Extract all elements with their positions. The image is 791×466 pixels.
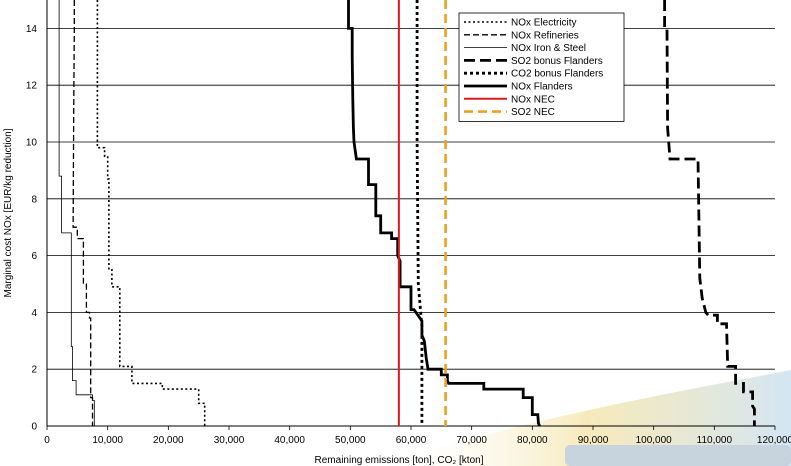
y-axis-title: Marginal cost NOx [EUR/kg reduction]: [3, 128, 14, 297]
series-nox-flanders: [347, 0, 541, 426]
decorative-photo-corner: [565, 445, 791, 466]
x-tick-label: 50,000: [335, 435, 366, 446]
x-tick-label: 30,000: [214, 435, 245, 446]
y-tick-label: 0: [31, 422, 37, 433]
legend-label-co2-bonus-flanders: CO2 bonus Flanders: [511, 69, 603, 80]
legend-label-so2-bonus-flanders: SO2 bonus Flanders: [511, 56, 603, 67]
axes: [46, 0, 776, 430]
legend-label-nox-iron-steel: NOx Iron & Steel: [511, 43, 586, 54]
y-tick-label: 4: [31, 308, 37, 319]
y-tick-label: 6: [31, 251, 37, 262]
x-tick-label: 0: [44, 435, 50, 446]
y-tick-label: 12: [26, 81, 38, 92]
y-tick-label: 10: [26, 138, 38, 149]
series-co2-bonus-flanders: [415, 0, 424, 426]
x-tick-label: 90,000: [578, 435, 609, 446]
legend-label-nox-flanders: NOx Flanders: [511, 82, 573, 93]
y-tick-label: 2: [31, 365, 37, 376]
x-tick-label: 10,000: [92, 435, 123, 446]
x-tick-label: 100,000: [636, 435, 673, 446]
legend-box: [458, 12, 625, 122]
x-tick-label: 80,000: [517, 435, 548, 446]
legend-label-nox-nec: NOx NEC: [511, 94, 555, 105]
x-tick-label: 20,000: [153, 435, 184, 446]
x-axis-title: Remaining emissions [ton], CO₂ [kton]: [315, 455, 484, 466]
y-tick-label: 14: [26, 24, 38, 35]
x-tick-label: 60,000: [396, 435, 427, 446]
decorative-swoosh: [380, 370, 791, 466]
x-tick-label: 40,000: [274, 435, 305, 446]
series-nox-refineries: [72, 0, 94, 426]
legend-label-nox-refineries: NOx Refineries: [511, 30, 579, 41]
x-tick-label: 110,000: [697, 435, 733, 446]
series-lines: [58, 0, 756, 426]
series-so2-bonus-flanders: [663, 0, 756, 426]
gridlines: [47, 27, 775, 370]
legend-label-so2-nec: SO2 NEC: [511, 107, 555, 118]
x-tick-label: 70,000: [456, 435, 487, 446]
y-tick-labels: 0 2 4 6 8 10 12 14: [26, 24, 38, 433]
x-tick-labels: 0 10,000 20,000 30,000 40,000 50,000 60,000 70,…: [44, 435, 791, 446]
series-nox-iron-steel: [58, 0, 95, 426]
series-nox-electricity: [96, 0, 206, 426]
legend-label-nox-electricity: NOx Electricity: [511, 18, 577, 29]
y-tick-label: 8: [31, 194, 37, 205]
x-tick-label: 120,000: [757, 435, 791, 446]
